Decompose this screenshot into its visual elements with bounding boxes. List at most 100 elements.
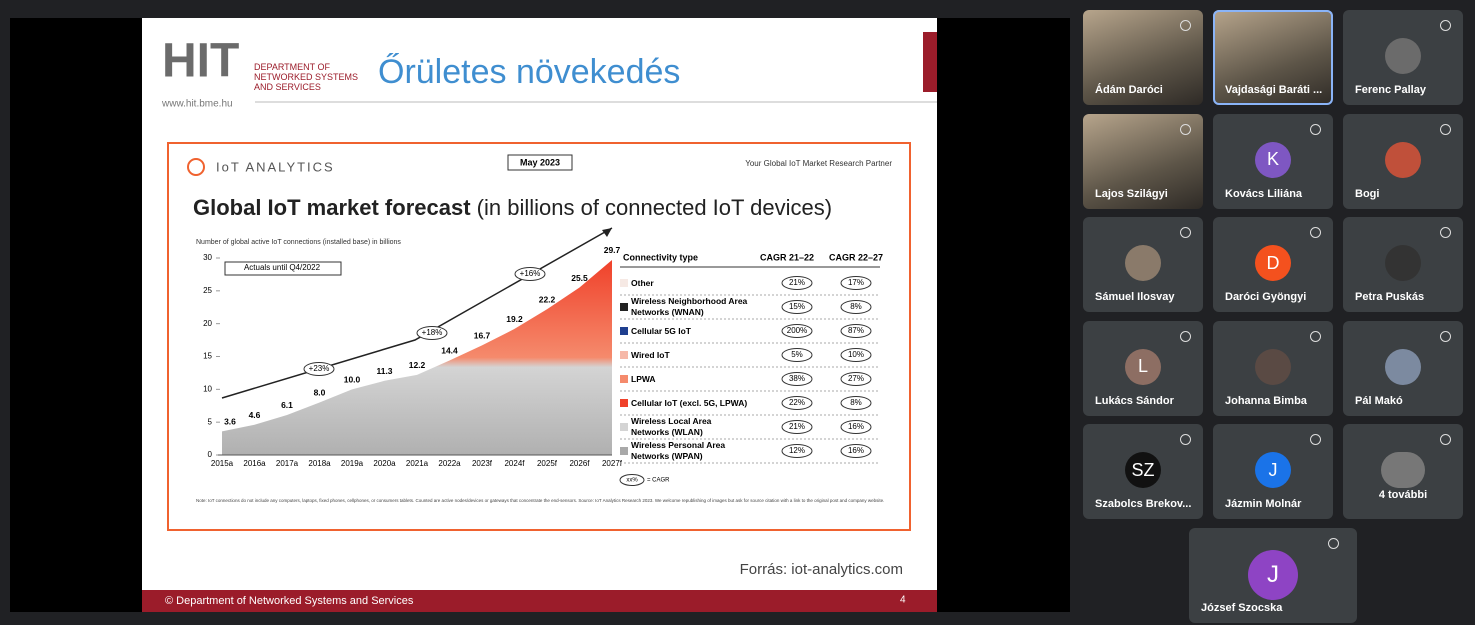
brand: IoT ANALYTICS [216, 159, 335, 174]
cagr-value: 21% [789, 278, 805, 287]
participant-tile: L Lukács Sándor [1083, 320, 1203, 416]
x-tick-label: 2021a [406, 459, 429, 468]
value-label: 14.4 [441, 346, 458, 356]
annotation: +23% [309, 364, 330, 373]
annotation-oval [514, 267, 546, 281]
cagr-value: 16% [848, 422, 864, 431]
value-label: 6.1 [281, 400, 293, 410]
page-number: 4 [900, 595, 906, 606]
annotation: Actuals until Q4/2022 [244, 263, 321, 272]
avatar [1255, 348, 1291, 385]
chart: 0 5 10 15 20 25 30 2015a 3.6 2016a 4.6 2017a 6.1 2018… [203, 227, 883, 486]
value-label: 10.0 [344, 375, 361, 385]
mute-icon [1180, 20, 1191, 31]
x-tick-label: 2027f [602, 459, 623, 468]
legend-name: Wireless Local Area Networks (WLAN) [631, 416, 712, 437]
cagr-value: 8% [850, 398, 862, 407]
source: Forrás: iot-analytics.com [740, 561, 903, 578]
x-tick-label: 2017a [276, 459, 299, 468]
y-tick-label: 20 [203, 319, 212, 328]
cagr-oval [840, 444, 872, 458]
avatar [1385, 141, 1421, 178]
cagr-oval [840, 300, 872, 314]
cagr-oval [840, 348, 872, 362]
participant-tile: Bogi [1343, 113, 1463, 209]
avatar [1385, 38, 1421, 74]
legend-name-box: Cellular IoT (excl. 5G, LPWA) [631, 397, 748, 408]
value-label: 29.7 [604, 245, 621, 255]
participant-tile: J József Szocska [1189, 528, 1357, 623]
avatar: L [1125, 348, 1161, 385]
participant-tile: K Kovács Liliána [1213, 113, 1333, 209]
key-oval [619, 474, 645, 486]
cagr-value: 16% [848, 446, 864, 455]
avatar: K [1255, 141, 1291, 178]
mute-icon [1310, 227, 1321, 238]
y-tick-label: 15 [203, 352, 212, 361]
brand-icon [187, 158, 205, 176]
value-label: 4.6 [249, 410, 261, 420]
value-label: 8.0 [314, 388, 326, 398]
cagr-oval [781, 372, 813, 386]
cagr-oval [781, 300, 813, 314]
cagr-value: 17% [848, 278, 864, 287]
mute-icon [1440, 123, 1451, 135]
participant-tile: Petra Puskás [1343, 217, 1463, 312]
x-tick-label: 2022a [438, 459, 461, 468]
chart-title: Global IoT market forecast (in billions … [193, 195, 832, 220]
cagr-value: 5% [791, 350, 803, 359]
participant-tile: Lajos Szilágyi [1083, 113, 1203, 209]
cagr-oval [781, 444, 813, 458]
logo-dept-box: DEPARTMENT OF NETWORKED SYSTEMS AND SERV… [254, 62, 358, 92]
cagr-oval [781, 420, 813, 434]
legend-name-box: Wireless Personal Area Networks (WPAN) [631, 440, 725, 461]
legend-swatch [620, 423, 628, 431]
participant-name: Johanna Bimba [1225, 394, 1307, 407]
participant-name: 4 további [1378, 489, 1428, 501]
x-tick-label: 2020a [373, 459, 396, 468]
x-tick-label: 2016a [243, 459, 266, 468]
annotation-oval [416, 326, 448, 340]
logo: HIT [162, 35, 239, 88]
legend-name: Wireless Neighborhood Area Networks (WNA… [631, 296, 748, 317]
legend-name: Cellular IoT (excl. 5G, LPWA) [631, 397, 748, 408]
cagr-value: 200% [787, 326, 807, 335]
mute-icon [1310, 434, 1321, 445]
participant-name: Ádám Daróci [1095, 84, 1163, 96]
mute-icon [1440, 20, 1451, 31]
participant-tile: SZ Szabolcs Brekov... [1083, 424, 1203, 519]
participant-name: Ferenc Pallay [1355, 84, 1426, 96]
legend-name-box: Wireless Local Area Networks (WLAN) [631, 416, 712, 437]
participant-tile: D Daróci Gyöngyi [1213, 217, 1333, 312]
legend-swatch [620, 279, 628, 287]
legend-name: Other [631, 277, 654, 288]
cagr-oval [781, 396, 813, 410]
participant-name: Lajos Szilágyi [1095, 187, 1168, 200]
participant-name: Kovács Liliána [1225, 187, 1303, 200]
x-tick-label: 2024f [504, 459, 525, 468]
avatar [1385, 245, 1421, 281]
cagr-oval [840, 396, 872, 410]
legend-swatch [620, 447, 628, 455]
x-tick-label: 2015a [211, 459, 234, 468]
participant-tile: Johanna Bimba [1213, 320, 1333, 416]
key-sample: xx% [626, 478, 638, 484]
legend-swatch [620, 399, 628, 407]
y-axis-title: Number of global active IoT connections … [196, 239, 401, 246]
participant-tile: Ferenc Pallay [1343, 10, 1463, 105]
avatar: SZ [1125, 452, 1161, 488]
value-label: 22.2 [539, 294, 556, 304]
legend-header: CAGR 22–27 [829, 252, 883, 262]
slide-footer [142, 590, 937, 612]
cagr-oval [781, 276, 813, 290]
x-tick-label: 2023f [472, 459, 493, 468]
participant-tile: 4 további [1343, 424, 1463, 519]
participant-name: József Szocska [1201, 602, 1283, 614]
chart-subtitle: (in billions of connected IoT devices) [477, 195, 832, 220]
participant-name: Daróci Gyöngyi [1225, 291, 1307, 303]
slide-title: Őrületes növekedés [378, 53, 680, 91]
cagr-value: 87% [848, 326, 864, 335]
participant-tile: Vajdasági Baráti ... [1213, 10, 1333, 105]
cagr-value: 27% [848, 374, 864, 383]
